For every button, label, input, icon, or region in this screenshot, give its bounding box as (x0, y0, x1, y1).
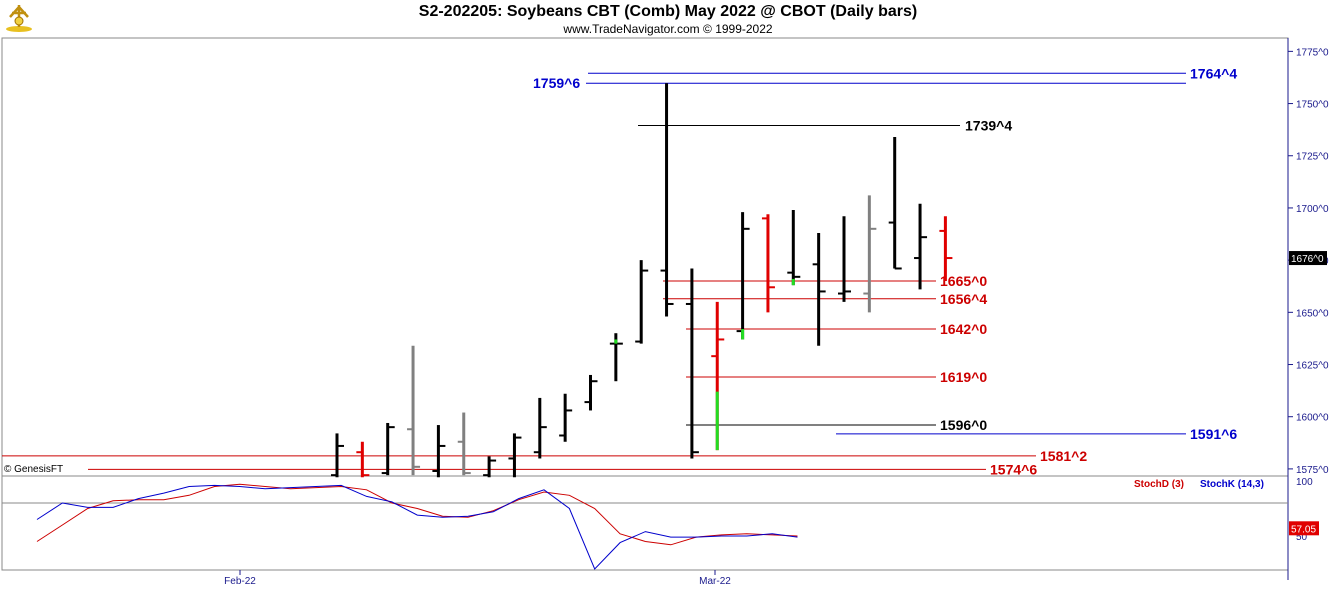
chart-frame (1, 37, 1289, 580)
ohlc-bar (559, 393, 573, 442)
ohlc-bar (432, 425, 446, 478)
y-tick-label: 1625^0 (1296, 361, 1329, 372)
y-tick-label: 1650^0 (1296, 308, 1329, 319)
ohlc-bar (584, 374, 598, 411)
plot-border (1, 37, 1289, 571)
ohlc-bar (407, 345, 421, 476)
y-tick-label: 1575^0 (1296, 465, 1329, 476)
x-tick-label: Feb-22 (224, 576, 256, 587)
ohlc-bar (533, 397, 547, 459)
y-tick-label: 1775^0 (1296, 47, 1329, 58)
level-label: 1574^6 (990, 461, 1037, 477)
level-label: 1591^6 (1190, 426, 1237, 442)
last-price-label: 1676^0 (1291, 254, 1324, 265)
ohlc-bar (838, 216, 851, 302)
x-tick-label: Mar-22 (699, 576, 731, 587)
ohlc-bar (660, 83, 674, 317)
last-price-badge (1289, 251, 1327, 266)
stoch-tick-label: 50 (1296, 532, 1308, 543)
ohlc-bar (457, 412, 471, 476)
y-tick-label: 1700^0 (1296, 204, 1329, 215)
price-axis: 1575^01600^01625^01650^01675^01700^01725… (1288, 47, 1329, 476)
level-label: 1764^4 (1190, 65, 1237, 81)
ohlc-bar (381, 422, 395, 476)
ohlc-bar (483, 456, 497, 478)
legend-stochk: StochK (14,3) (1200, 479, 1264, 490)
ohlc-bars (331, 83, 953, 478)
date-axis: Feb-22 Mar-22 (224, 570, 731, 587)
ohlc-bar (736, 212, 750, 340)
ohlc-bar (787, 210, 801, 286)
chart-subtitle: www.TradeNavigator.com © 1999-2022 (563, 22, 773, 36)
stoch-tick-label: 100 (1296, 477, 1313, 488)
ohlc-bar (331, 433, 344, 478)
level-label: 1642^0 (940, 321, 987, 337)
ohlc-bar (685, 268, 699, 459)
ohlc-bar (356, 441, 370, 478)
price-levels: 1764^4 1759^6 1739^4 1665^0 1656^4 1642^0 1619… (2, 65, 1237, 477)
chart-title: S2-202205: Soybeans CBT (Comb) May 2022 … (418, 3, 918, 20)
stoch-value-badge (1289, 521, 1319, 536)
y-tick-label: 1600^0 (1296, 413, 1329, 424)
ohlc-bar (914, 203, 928, 290)
level-label: 1656^4 (940, 291, 987, 307)
level-label: 1619^0 (940, 369, 987, 385)
ohlc-bar (812, 232, 826, 346)
level-label: 1581^2 (1040, 448, 1087, 464)
ohlc-bar (863, 195, 877, 313)
copyright-label: © GenesisFT (4, 464, 63, 475)
trade-navigator-logo-icon (4, 3, 34, 38)
stochastic-panel: 100 50 StochD (3) StochK (14,3) 57.05 (2, 477, 1319, 570)
stoch-series-line (36, 483, 798, 546)
ohlc-bar (939, 216, 953, 282)
level-label: 1665^0 (940, 273, 987, 289)
y-tick-label: 1725^0 (1296, 152, 1329, 163)
level-label: 1759^6 (533, 75, 580, 91)
ohlc-bar (761, 214, 775, 313)
stoch-series-line (36, 484, 798, 570)
level-label: 1739^4 (965, 117, 1012, 133)
level-label: 1596^0 (940, 417, 987, 433)
y-tick-label: 1750^0 (1296, 100, 1329, 111)
legend-stochd: StochD (3) (1134, 479, 1184, 490)
ohlc-bar (888, 136, 902, 270)
ohlc-bar (635, 260, 649, 344)
stoch-value-label: 57.05 (1291, 524, 1316, 535)
ohlc-bar (508, 433, 522, 478)
